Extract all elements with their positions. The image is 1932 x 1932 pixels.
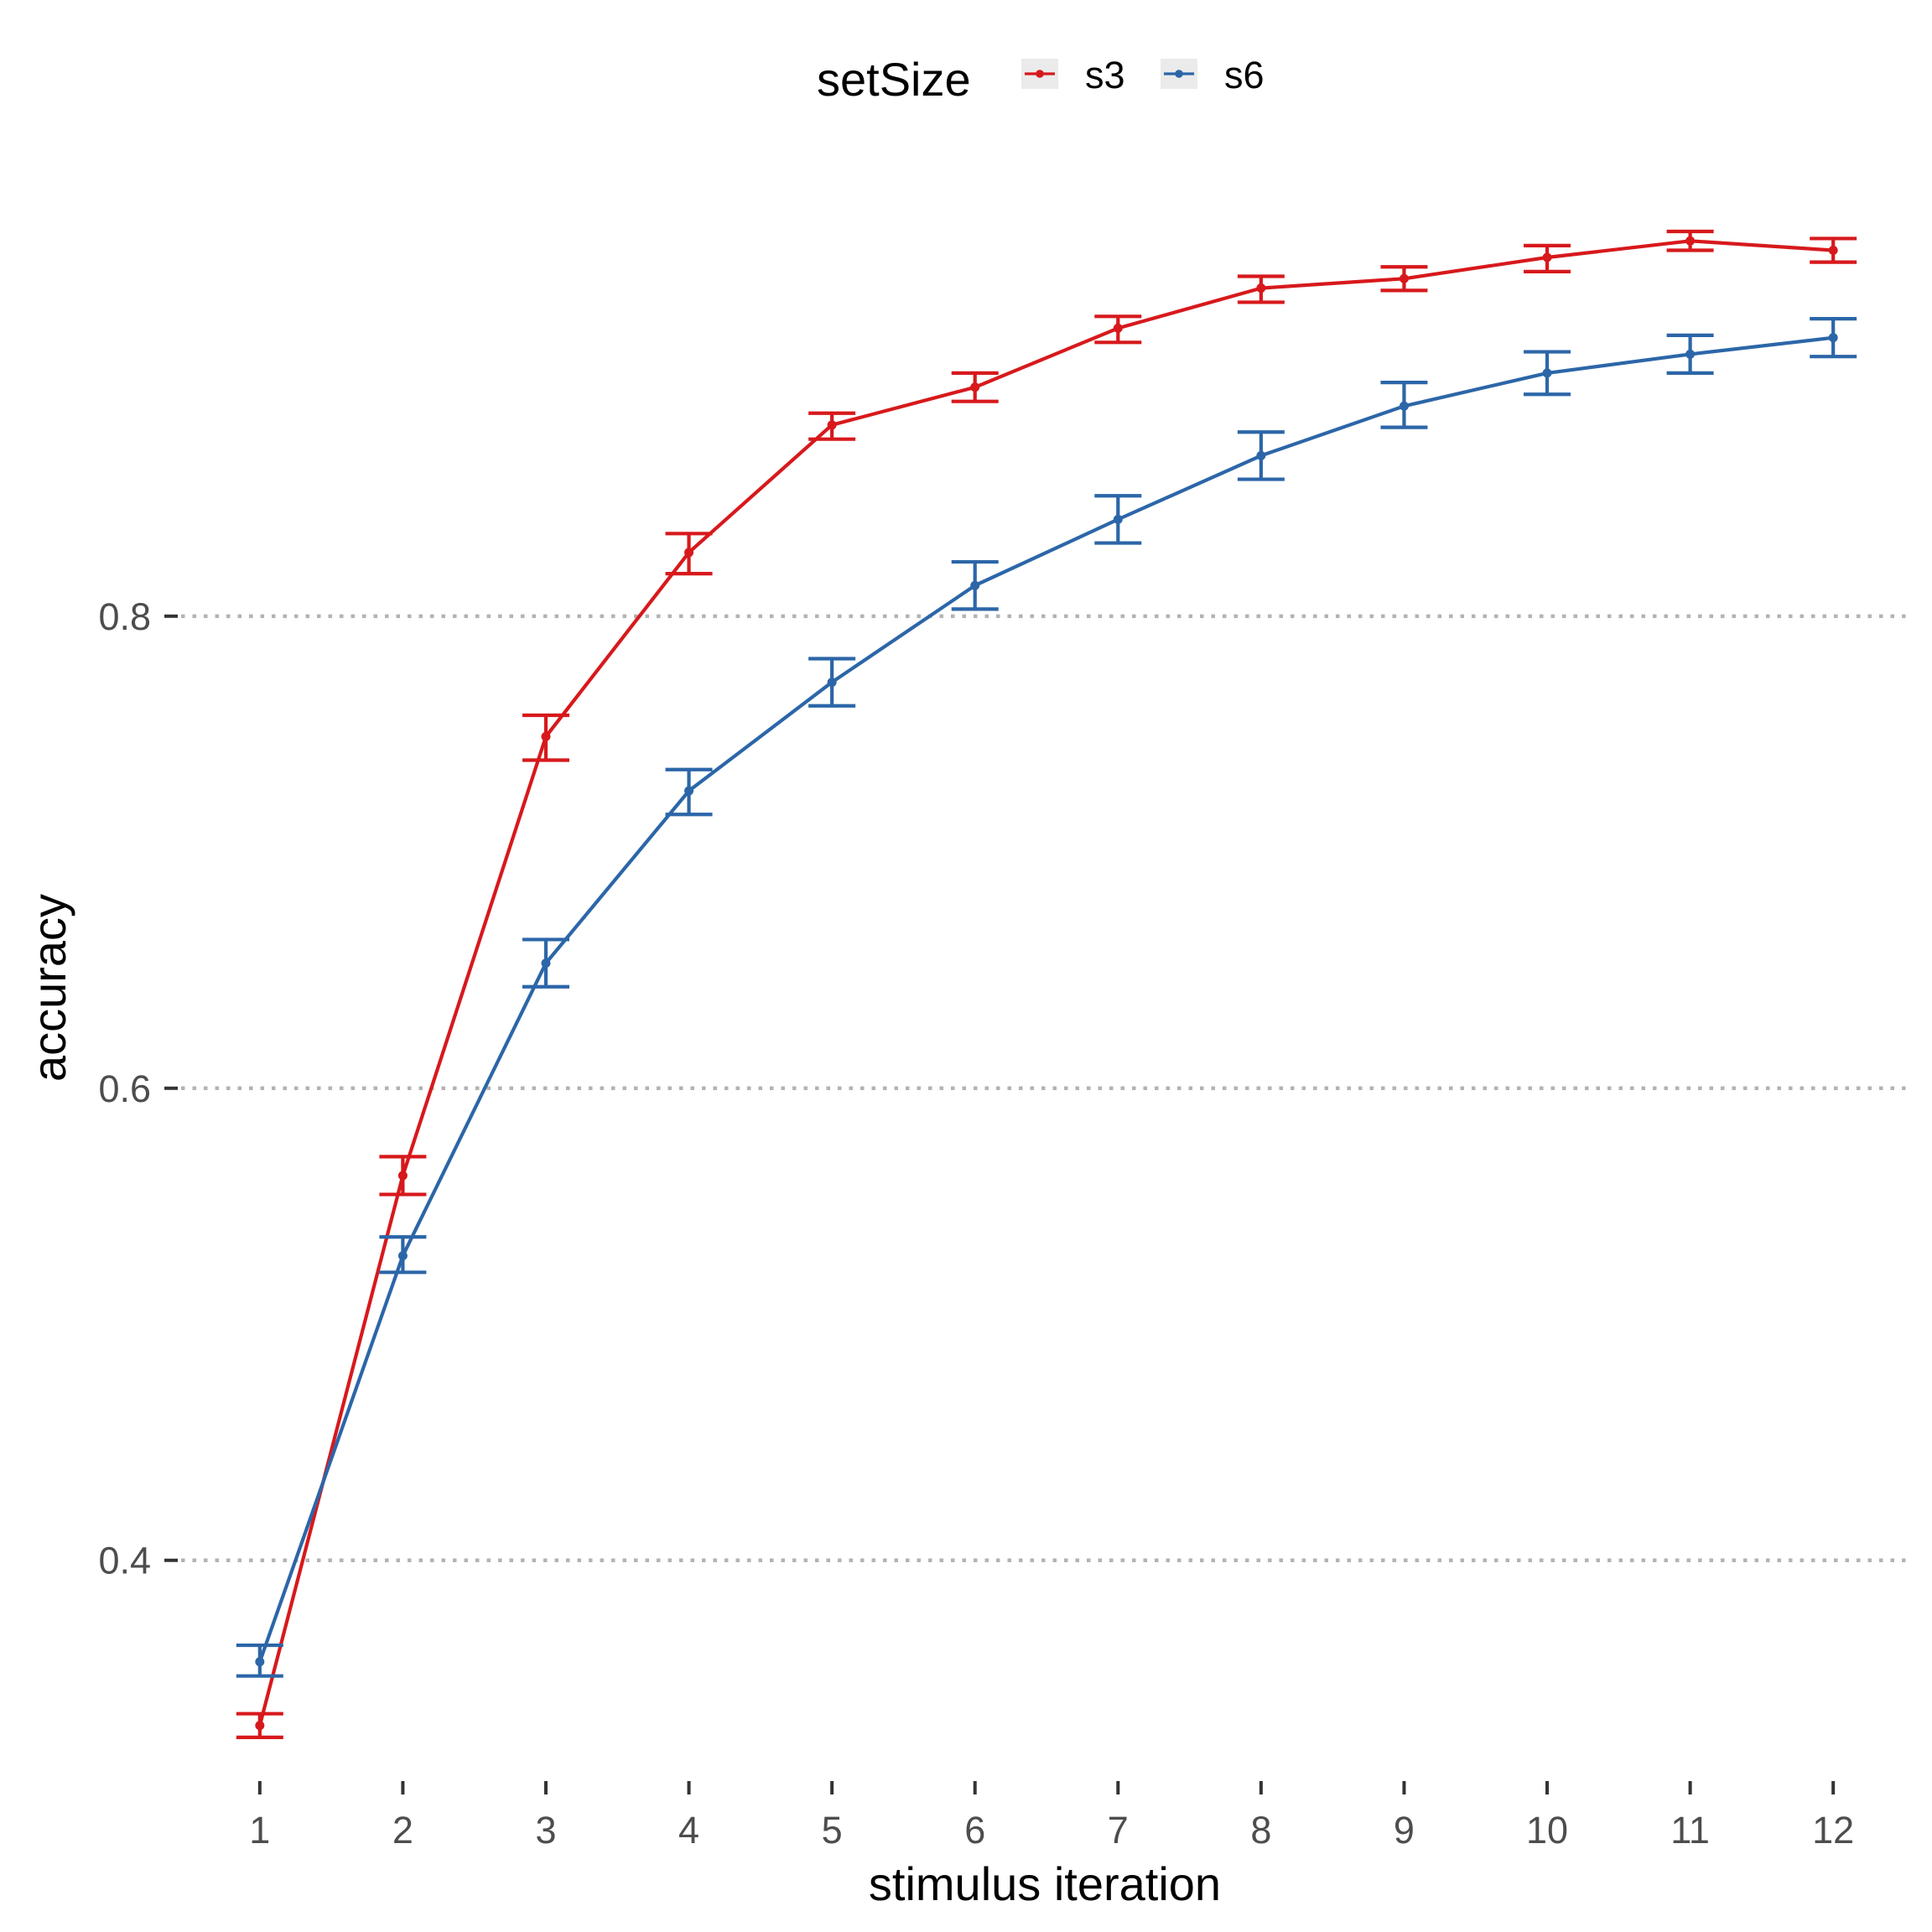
- data-point-s6: [1113, 514, 1123, 524]
- x-tick-label: 8: [1250, 1809, 1271, 1852]
- y-axis: 0.4 0.6 0.8: [98, 595, 178, 1582]
- data-point-s3: [827, 420, 837, 430]
- data-point-s3: [970, 382, 980, 392]
- data-point-s3: [1256, 283, 1266, 293]
- data-point-s6: [397, 1251, 408, 1261]
- x-tick-label: 4: [678, 1809, 699, 1852]
- x-tick-label: 12: [1812, 1809, 1854, 1852]
- data-point-s3: [255, 1721, 265, 1731]
- data-point-s6: [541, 958, 551, 969]
- series-line-s6: [257, 335, 1834, 1663]
- data-point-s6: [684, 786, 694, 796]
- x-tick-label: 9: [1394, 1809, 1415, 1852]
- y-axis-title: accuracy: [23, 894, 75, 1082]
- data-point-s6: [255, 1657, 265, 1667]
- x-tick-label: 6: [964, 1809, 985, 1852]
- data-point-s3: [1685, 236, 1696, 246]
- y-tick-label: 0.6: [98, 1067, 151, 1110]
- legend-title: setSize: [817, 53, 971, 106]
- series-s6: [236, 317, 1857, 1678]
- x-tick-label: 10: [1526, 1809, 1568, 1852]
- data-point-s3: [684, 548, 694, 558]
- x-axis-title: stimulus iteration: [869, 1857, 1221, 1910]
- y-tick-label: 0.8: [98, 595, 151, 638]
- x-tick-label: 3: [535, 1809, 556, 1852]
- data-point-s3: [1542, 252, 1552, 262]
- legend-key-s3: [1021, 59, 1058, 89]
- legend-key-s3-point: [1036, 70, 1044, 78]
- x-axis: 1 2 3 4 5 6 7 8 9 10 11 12: [249, 1781, 1854, 1852]
- legend: setSize s3 s6: [817, 53, 1265, 106]
- data-point-s6: [1256, 450, 1266, 460]
- x-tick-label: 11: [1670, 1809, 1710, 1852]
- data-point-s3: [541, 731, 551, 741]
- data-point-s6: [970, 580, 980, 590]
- data-point-s3: [397, 1171, 408, 1181]
- data-point-s3: [1828, 246, 1838, 256]
- data-point-s3: [1399, 273, 1409, 283]
- data-point-s6: [1685, 349, 1696, 359]
- data-point-s6: [827, 678, 837, 688]
- x-tick-label: 1: [249, 1809, 270, 1852]
- y-tick-label: 0.4: [98, 1540, 151, 1582]
- legend-key-s6: [1161, 59, 1197, 89]
- x-tick-label: 7: [1108, 1809, 1129, 1852]
- series-s3: [236, 229, 1857, 1739]
- legend-label-s6: s6: [1224, 54, 1265, 96]
- data-point-s6: [1828, 333, 1838, 343]
- gridlines: [181, 614, 1912, 1562]
- plot-series: [236, 229, 1857, 1739]
- legend-key-s6-point: [1175, 70, 1183, 78]
- data-point-s3: [1113, 323, 1123, 333]
- legend-label-s3: s3: [1085, 54, 1125, 96]
- data-point-s6: [1542, 368, 1552, 378]
- x-tick-label: 5: [822, 1809, 843, 1852]
- x-tick-label: 2: [392, 1809, 413, 1852]
- series-line-s3: [257, 239, 1834, 1727]
- data-point-s6: [1399, 401, 1409, 411]
